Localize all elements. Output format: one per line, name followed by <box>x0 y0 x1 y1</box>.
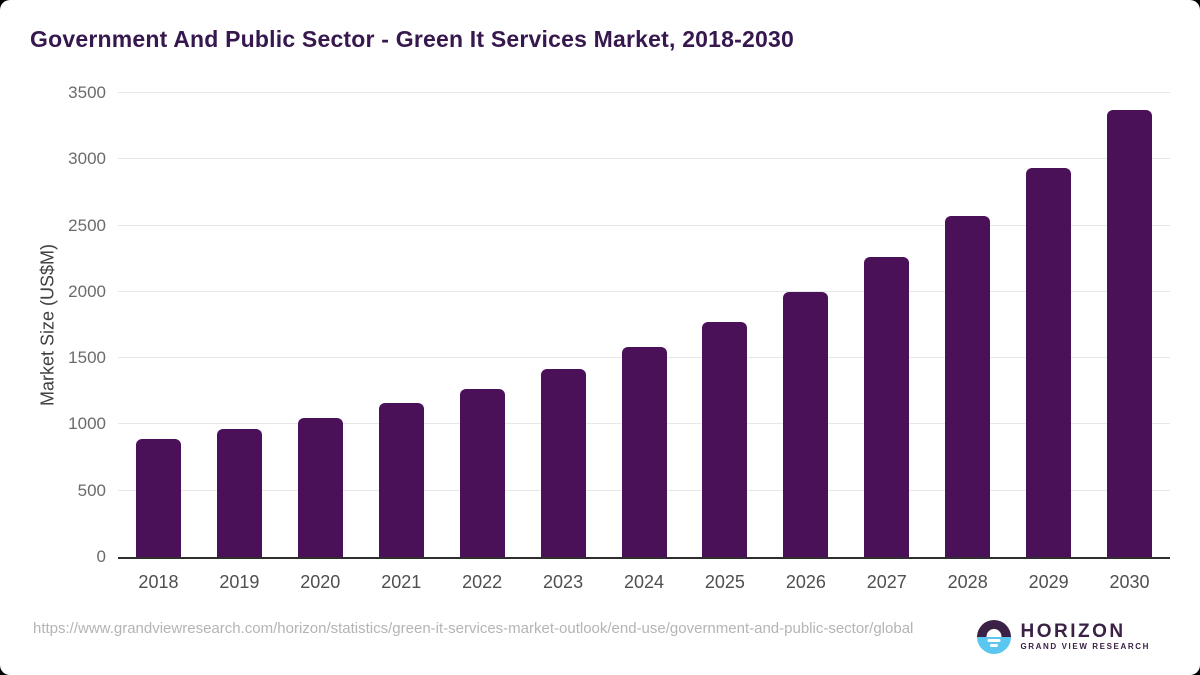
logo-reflection-line <box>990 644 999 647</box>
y-tick-label-2500: 2500 <box>68 215 106 235</box>
gridline-3500 <box>118 92 1170 93</box>
x-axis-tick-labels: 2018 2019 2020 2021 2022 2023 2024 2025 2026 2027… <box>118 572 1170 596</box>
x-tick-label-2019: 2019 <box>219 572 260 592</box>
bar-2019[interactable] <box>216 429 262 557</box>
x-tick-label-2018: 2018 <box>138 572 179 592</box>
bar-2028[interactable] <box>945 215 991 557</box>
bar-2021[interactable] <box>378 403 424 557</box>
gridline-2000 <box>118 290 1170 292</box>
bar-2030[interactable] <box>1107 110 1153 557</box>
chart-title: Government And Public Sector - Green It … <box>30 26 794 52</box>
y-tick-label-2000: 2000 <box>68 281 106 301</box>
bar-2026[interactable] <box>783 291 829 557</box>
x-tick-label-2029: 2029 <box>1028 572 1069 592</box>
x-tick-label-2026: 2026 <box>785 572 826 592</box>
logo-reflection-line <box>987 639 1001 642</box>
plot-area <box>118 92 1170 559</box>
x-tick-label-2022: 2022 <box>462 572 503 592</box>
bar-2025[interactable] <box>702 322 748 557</box>
brand-subtitle: GRAND VIEW RESEARCH <box>1020 642 1150 651</box>
bar-2023[interactable] <box>540 368 586 557</box>
x-tick-label-2023: 2023 <box>543 572 584 592</box>
horizon-sunrise-icon <box>977 620 1012 654</box>
x-tick-label-2027: 2027 <box>866 572 907 592</box>
bar-2029[interactable] <box>1026 167 1072 557</box>
y-tick-label-0: 0 <box>96 547 106 566</box>
brand-logo: HORIZON GRAND VIEW RESEARCH <box>977 620 1150 654</box>
x-tick-label-2020: 2020 <box>300 572 341 592</box>
bar-2022[interactable] <box>459 388 505 557</box>
bar-2027[interactable] <box>864 257 910 557</box>
x-tick-label-2030: 2030 <box>1109 572 1150 592</box>
y-tick-label-500: 500 <box>77 480 106 500</box>
x-tick-label-2028: 2028 <box>947 572 988 592</box>
logo-text: HORIZON GRAND VIEW RESEARCH <box>1020 622 1150 652</box>
y-tick-label-3500: 3500 <box>68 83 106 102</box>
source-url: https://www.grandviewresearch.com/horizo… <box>33 620 914 637</box>
bar-2024[interactable] <box>621 346 667 557</box>
x-tick-label-2021: 2021 <box>381 572 422 592</box>
gridline-3000 <box>118 158 1170 160</box>
logo-dome-shape <box>986 629 1002 637</box>
brand-name: HORIZON <box>1020 621 1126 642</box>
bar-2020[interactable] <box>297 417 343 557</box>
gridline-2500 <box>118 224 1170 226</box>
x-tick-label-2024: 2024 <box>623 572 665 592</box>
bar-2018[interactable] <box>135 439 181 557</box>
x-tick-label-2025: 2025 <box>704 572 745 592</box>
y-tick-label-1500: 1500 <box>68 348 106 368</box>
y-tick-label-1000: 1000 <box>68 414 106 434</box>
y-axis-tick-labels: 0 500 1000 1500 2000 2500 3000 3500 <box>30 83 106 566</box>
y-tick-label-3000: 3000 <box>68 149 106 169</box>
